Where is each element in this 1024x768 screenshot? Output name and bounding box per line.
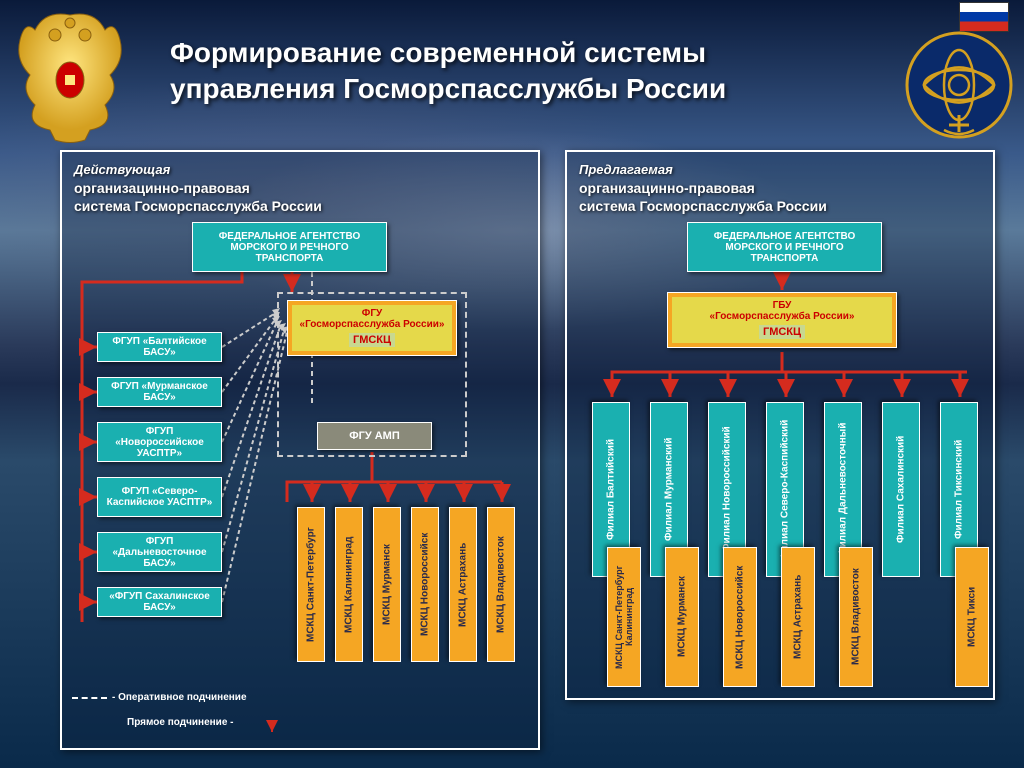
branch-bar-yellow: МСКЦ Мурманск <box>665 547 699 687</box>
branch-bar-yellow: МСКЦ Санкт-Петербург Калининград <box>607 547 641 687</box>
legend-direct: Прямое подчинение - <box>127 717 234 728</box>
fgup-item: ФГУП «Балтийское БАСУ» <box>97 332 222 362</box>
fgup-item: «ФГУП Сахалинское БАСУ» <box>97 587 222 617</box>
mskc-bar: МСКЦ Мурманск <box>373 507 401 662</box>
left-fgu-node: ФГУ «Госморспасслужба России» ГМСКЦ <box>287 300 457 356</box>
left-panel-title: Действующая организацинно-правовая систе… <box>74 160 526 215</box>
mskc-bar: МСКЦ Владивосток <box>487 507 515 662</box>
left-agency-node: ФЕДЕРАЛЬНОЕ АГЕНТСТВО МОРСКОГО И РЕЧНОГО… <box>192 222 387 272</box>
mskc-bar: МСКЦ Санкт-Петербург <box>297 507 325 662</box>
right-panel: Предлагаемая организацинно-правовая сист… <box>565 150 995 700</box>
right-panel-title: Предлагаемая организацинно-правовая сист… <box>579 160 981 215</box>
branch-bar-yellow: МСКЦ Владивосток <box>839 547 873 687</box>
fgup-item: ФГУП «Мурманское БАСУ» <box>97 377 222 407</box>
branch-bar-yellow: МСКЦ Новороссийск <box>723 547 757 687</box>
branch-bar-teal: Филиал Сахалинский <box>882 402 920 577</box>
maritime-emblem-icon <box>904 30 1014 140</box>
title-line-2: управления Госморспасслужбы России <box>170 73 726 104</box>
russian-flag-icon <box>959 2 1009 32</box>
title-line-1: Формирование современной системы <box>170 37 706 68</box>
fgup-item: ФГУП «Новороссийское УАСПТР» <box>97 422 222 462</box>
mskc-bar: МСКЦ Калининград <box>335 507 363 662</box>
page-title: Формирование современной системы управле… <box>170 35 894 108</box>
mskc-bar: МСКЦ Астрахань <box>449 507 477 662</box>
left-amp-node: ФГУ АМП <box>317 422 432 450</box>
coat-of-arms-icon <box>5 5 135 145</box>
branch-bar-yellow: МСКЦ Астрахань <box>781 547 815 687</box>
left-panel: Действующая организацинно-правовая систе… <box>60 150 540 750</box>
legend-operational: - Оперативное подчинение <box>72 692 247 703</box>
fgup-item: ФГУП «Северо-Каспийское УАСПТР» <box>97 477 222 517</box>
right-gbu-node: ГБУ «Госморспасслужба России» ГМСКЦ <box>667 292 897 348</box>
right-agency-node: ФЕДЕРАЛЬНОЕ АГЕНТСТВО МОРСКОГО И РЕЧНОГО… <box>687 222 882 272</box>
mskc-bar: МСКЦ Новороссийск <box>411 507 439 662</box>
fgup-item: ФГУП «Дальневосточное БАСУ» <box>97 532 222 572</box>
branch-bar-yellow: МСКЦ Тикси <box>955 547 989 687</box>
